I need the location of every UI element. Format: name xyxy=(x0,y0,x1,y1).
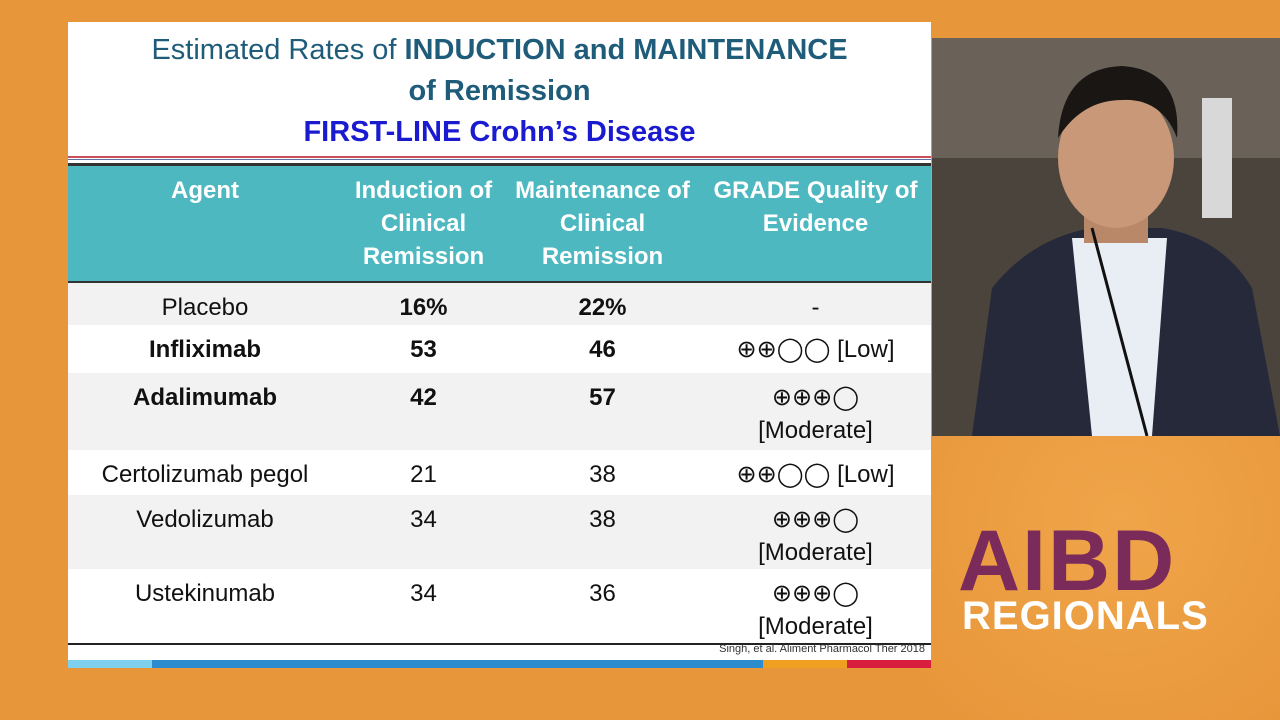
induction-cell: 21 xyxy=(410,461,437,488)
quality-text: [Moderate] xyxy=(758,417,873,444)
results-table: Agent Induction of Clinical Remission Ma… xyxy=(68,163,931,645)
rule xyxy=(68,159,931,160)
maintenance-cell: 22% xyxy=(505,282,700,325)
maintenance-cell: 36 xyxy=(505,569,700,645)
quality-text: - xyxy=(811,294,820,321)
quality-text: ⊕⊕⊕◯ xyxy=(771,506,860,533)
header-cell: Maintenance of Clinical Remission xyxy=(505,163,700,283)
speaker-image xyxy=(932,38,1280,436)
color-bar xyxy=(847,660,931,668)
title-text: of Remission xyxy=(408,75,591,107)
induction-cell: 53 xyxy=(410,336,437,363)
induction-cell: 34 xyxy=(342,495,505,569)
induction-cell: 42 xyxy=(342,373,505,450)
header-cell: Induction of Clinical Remission xyxy=(342,163,505,283)
agent-cell: Infliximab xyxy=(148,336,262,363)
quality-text: ⊕⊕⊕◯ xyxy=(771,384,860,411)
induction-cell: 34 xyxy=(342,569,505,645)
slide-title: Estimated Rates of INDUCTION and MAINTEN… xyxy=(68,30,931,153)
quality-text: ⊕⊕◯◯ [Low] xyxy=(736,336,895,363)
color-bar xyxy=(68,660,152,668)
agent-cell: Placebo xyxy=(68,282,342,325)
quality-text: [Moderate] xyxy=(758,539,873,566)
agent-cell: Vedolizumab xyxy=(68,495,342,569)
maintenance-cell: 38 xyxy=(505,495,700,569)
title-text: FIRST-LINE Crohn’s Disease xyxy=(303,116,696,148)
maintenance-cell: 38 xyxy=(589,461,616,488)
quality-cell: - xyxy=(700,282,931,325)
induction-cell: 16% xyxy=(342,282,505,325)
quality-text: ⊕⊕⊕◯ xyxy=(771,580,860,607)
agent-cell: Ustekinumab xyxy=(68,569,342,645)
agent-cell: Adalimumab xyxy=(68,373,342,450)
quality-text: [Moderate] xyxy=(758,613,873,640)
maintenance-cell: 46 xyxy=(589,336,616,363)
header-cell: GRADE Quality of Evidence xyxy=(700,163,931,283)
maintenance-cell: 57 xyxy=(505,373,700,450)
title-text: INDUCTION and MAINTENANCE xyxy=(404,34,848,66)
quality-cell: ⊕⊕◯◯ [Low] xyxy=(700,450,931,495)
quality-cell: ⊕⊕⊕◯ [Moderate] xyxy=(700,495,931,569)
logo-text: AIBD xyxy=(958,513,1177,609)
color-bar xyxy=(763,660,847,668)
citation: Singh, et al. Aliment Pharmacol Ther 201… xyxy=(719,643,925,655)
logo-text: REGIONALS xyxy=(962,594,1209,638)
quality-text: ⊕⊕◯◯ [Low] xyxy=(736,461,895,488)
title-text: Estimated Rates of xyxy=(151,34,397,66)
quality-cell: ⊕⊕⊕◯ [Moderate] xyxy=(700,569,931,645)
agent-cell: Certolizumab pegol xyxy=(101,461,309,488)
slide: Estimated Rates of INDUCTION and MAINTEN… xyxy=(68,22,931,668)
rule xyxy=(68,156,931,158)
quality-cell: ⊕⊕◯◯ [Low] xyxy=(700,325,931,373)
color-bar xyxy=(152,660,763,668)
header-cell: Agent xyxy=(68,163,342,283)
speaker-video xyxy=(932,38,1280,436)
quality-cell: ⊕⊕⊕◯ [Moderate] xyxy=(700,373,931,450)
